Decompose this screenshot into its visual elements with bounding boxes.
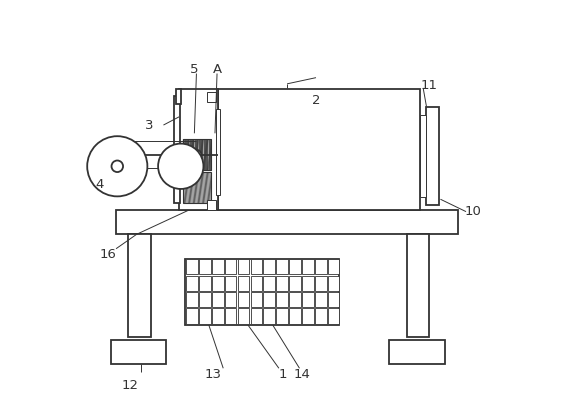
Bar	[174, 96, 180, 203]
Bar	[251, 308, 262, 324]
Bar	[328, 308, 340, 324]
Bar	[302, 259, 314, 274]
Circle shape	[128, 151, 136, 159]
Bar	[179, 89, 218, 210]
Bar	[302, 292, 314, 307]
Bar	[186, 292, 198, 307]
Bar	[199, 292, 211, 307]
Bar	[207, 200, 216, 210]
Bar	[238, 259, 249, 274]
Bar	[207, 92, 216, 103]
Bar	[251, 276, 262, 291]
Bar	[225, 276, 237, 291]
Text: 16: 16	[100, 249, 116, 261]
Bar	[263, 276, 275, 291]
Bar	[251, 292, 262, 307]
Bar	[116, 210, 458, 234]
Text: 4: 4	[96, 178, 104, 191]
Bar	[328, 259, 340, 274]
Bar	[421, 115, 426, 197]
Bar	[289, 292, 301, 307]
Text: 2: 2	[312, 94, 320, 107]
Bar	[186, 259, 198, 274]
Bar	[212, 308, 224, 324]
Bar	[225, 259, 237, 274]
Bar	[426, 107, 439, 205]
Bar	[276, 292, 288, 307]
Text: 12: 12	[122, 379, 139, 392]
Bar	[315, 308, 327, 324]
Bar	[186, 276, 198, 291]
Text: 13: 13	[204, 368, 221, 381]
Bar	[328, 276, 340, 291]
Bar	[176, 89, 181, 105]
Bar	[406, 234, 430, 337]
Bar	[315, 292, 327, 307]
Bar	[212, 259, 224, 274]
Bar	[302, 308, 314, 324]
Bar	[289, 308, 301, 324]
Bar	[238, 308, 249, 324]
Bar	[251, 259, 262, 274]
Bar	[111, 340, 166, 364]
Text: 3: 3	[145, 119, 153, 132]
Bar	[289, 259, 301, 274]
Text: 11: 11	[421, 79, 438, 93]
Bar	[315, 276, 327, 291]
Bar	[212, 276, 224, 291]
Bar	[199, 276, 211, 291]
Bar	[216, 109, 220, 195]
Bar	[238, 292, 249, 307]
Circle shape	[87, 136, 147, 196]
Bar	[276, 259, 288, 274]
Bar	[218, 89, 420, 210]
Bar	[212, 292, 224, 307]
Bar	[183, 173, 211, 203]
Bar	[183, 139, 211, 171]
Bar	[199, 259, 211, 274]
Bar	[263, 259, 275, 274]
Bar	[276, 276, 288, 291]
Text: 1: 1	[278, 368, 288, 381]
Bar	[238, 276, 249, 291]
Bar	[263, 308, 275, 324]
Text: 5: 5	[190, 63, 199, 76]
Text: A: A	[212, 63, 222, 76]
Bar	[225, 308, 237, 324]
Bar	[276, 308, 288, 324]
Bar	[389, 340, 445, 364]
Bar	[263, 292, 275, 307]
Text: 14: 14	[293, 368, 310, 381]
Bar	[328, 292, 340, 307]
Bar	[289, 276, 301, 291]
Circle shape	[112, 161, 123, 172]
Bar	[185, 259, 340, 325]
Circle shape	[158, 144, 203, 189]
Bar	[302, 276, 314, 291]
Bar	[225, 292, 237, 307]
Bar	[128, 234, 151, 337]
Circle shape	[191, 150, 201, 160]
Bar	[186, 308, 198, 324]
Text: 10: 10	[464, 205, 481, 218]
Bar	[199, 308, 211, 324]
Bar	[315, 259, 327, 274]
